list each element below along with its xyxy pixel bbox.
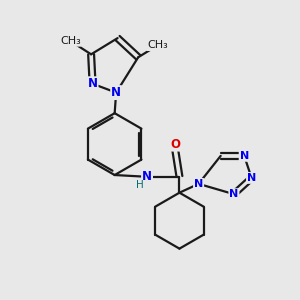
Text: N: N [247, 173, 256, 183]
Text: N: N [194, 179, 203, 189]
Text: N: N [229, 189, 239, 199]
Text: CH₃: CH₃ [147, 40, 168, 50]
Text: N: N [111, 86, 121, 99]
Text: N: N [142, 170, 152, 183]
Text: O: O [170, 138, 180, 151]
Text: CH₃: CH₃ [60, 36, 81, 46]
Text: H: H [136, 180, 144, 190]
Text: N: N [88, 77, 98, 90]
Text: N: N [240, 151, 249, 161]
